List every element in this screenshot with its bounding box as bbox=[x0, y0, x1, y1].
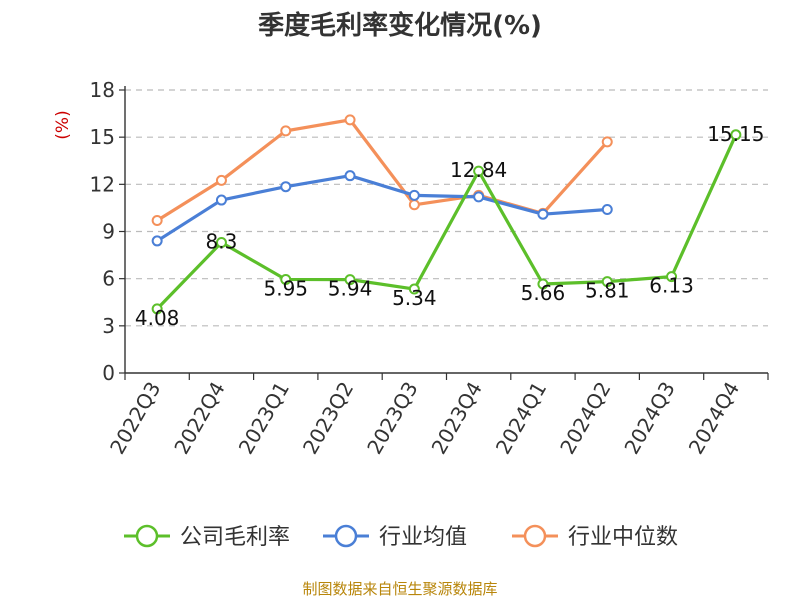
data-labels: 4.08 8.3 5.95 5.94 5.34 12.84 5.66 5.81 6.13 15.1… bbox=[135, 122, 765, 330]
x-tick-label-2023Q2: 2023Q2 bbox=[298, 378, 358, 459]
series-2-point-2022Q3 bbox=[151, 235, 163, 247]
data-label-2023Q2: 5.94 bbox=[328, 277, 373, 301]
data-label-2024Q1: 5.66 bbox=[521, 281, 566, 305]
series-3-point-2022Q3 bbox=[151, 214, 163, 226]
data-label-2024Q4: 15.15 bbox=[707, 122, 764, 146]
data-label-2024Q3: 6.13 bbox=[649, 274, 694, 298]
series-2-point-2023Q4 bbox=[473, 191, 485, 203]
series-2-point-2023Q1 bbox=[280, 181, 292, 193]
series-1-point-2024Q2 bbox=[601, 276, 613, 288]
series-1-point-2023Q2 bbox=[344, 274, 356, 286]
data-label-2022Q4: 8.3 bbox=[206, 230, 238, 254]
y-tick-label-12: 12 bbox=[90, 172, 115, 196]
data-label-2023Q4: 12.84 bbox=[450, 158, 507, 182]
legend: 公司毛利率 行业均值 行业中位数 bbox=[124, 524, 678, 550]
legend-marker-2 bbox=[334, 524, 358, 548]
series-3-point-2024Q2 bbox=[601, 136, 613, 148]
legend-label-1: 公司毛利率 bbox=[180, 525, 290, 550]
y-tick-label-3: 3 bbox=[102, 314, 115, 338]
y-tick-label-9: 9 bbox=[102, 220, 115, 244]
y-tick-label-6: 6 bbox=[102, 267, 115, 291]
series-3-point-2023Q2 bbox=[344, 114, 356, 126]
series-2-point-2024Q2 bbox=[601, 203, 613, 215]
series-2-point-2024Q1 bbox=[537, 208, 549, 220]
data-label-2022Q3: 4.08 bbox=[135, 306, 180, 330]
legend-label-3: 行业中位数 bbox=[568, 525, 678, 550]
source-note: 制图数据来自恒生聚源数据库 bbox=[302, 580, 497, 598]
series-3-point-2022Q4 bbox=[215, 174, 227, 186]
x-tick-label-2024Q4: 2024Q4 bbox=[684, 378, 744, 459]
series-1-point-2024Q3 bbox=[666, 271, 678, 283]
series-layer bbox=[151, 114, 742, 315]
x-tick-label-2022Q4: 2022Q4 bbox=[169, 378, 229, 459]
series-1-point-2023Q3 bbox=[408, 283, 420, 295]
y-tick-label-18: 18 bbox=[90, 78, 115, 102]
series-1-point-2024Q4 bbox=[730, 129, 742, 141]
series-3-point-2023Q1 bbox=[280, 125, 292, 137]
x-tick-label-2023Q3: 2023Q3 bbox=[362, 378, 422, 459]
legend-marker-1 bbox=[135, 524, 159, 548]
x-tick-label-2024Q3: 2024Q3 bbox=[619, 378, 679, 459]
chart-title: 季度毛利率变化情况(%) bbox=[258, 10, 542, 41]
x-tick-label-2024Q2: 2024Q2 bbox=[555, 378, 615, 459]
y-tick-label-15: 15 bbox=[90, 125, 115, 149]
series-1-point-2023Q1 bbox=[280, 273, 292, 285]
series-line-2 bbox=[156, 174, 608, 243]
data-label-2023Q3: 5.34 bbox=[392, 286, 437, 310]
series-1-point-2023Q4 bbox=[473, 165, 485, 177]
x-tick-label-2024Q1: 2024Q1 bbox=[491, 378, 551, 459]
x-tick-label-2022Q3: 2022Q3 bbox=[105, 378, 165, 459]
series-line-3 bbox=[156, 118, 609, 222]
series-1-point-2024Q1 bbox=[537, 278, 549, 290]
data-label-2024Q2: 5.81 bbox=[585, 279, 630, 303]
series-2-point-2023Q2 bbox=[344, 170, 356, 182]
data-label-2023Q1: 5.95 bbox=[263, 276, 308, 300]
legend-label-2: 行业均值 bbox=[379, 525, 467, 550]
legend-marker-3 bbox=[523, 524, 547, 548]
y-tick-label-0: 0 bbox=[102, 361, 115, 385]
series-1-point-2022Q4 bbox=[215, 237, 227, 249]
series-1-point-2022Q3 bbox=[151, 303, 163, 315]
axes: 0 3 6 9 12 15 18 2022Q3 2022Q4 2023Q1 2023Q2 2023Q3… bbox=[90, 78, 769, 459]
y-axis-unit: (%) bbox=[53, 110, 73, 139]
x-tick-label-2023Q4: 2023Q4 bbox=[427, 378, 487, 459]
series-3-point-2023Q3 bbox=[408, 199, 420, 211]
series-2-point-2023Q3 bbox=[408, 189, 420, 201]
series-2-point-2022Q4 bbox=[215, 194, 227, 206]
series-line-1 bbox=[156, 134, 738, 310]
x-tick-label-2023Q1: 2023Q1 bbox=[234, 378, 294, 459]
